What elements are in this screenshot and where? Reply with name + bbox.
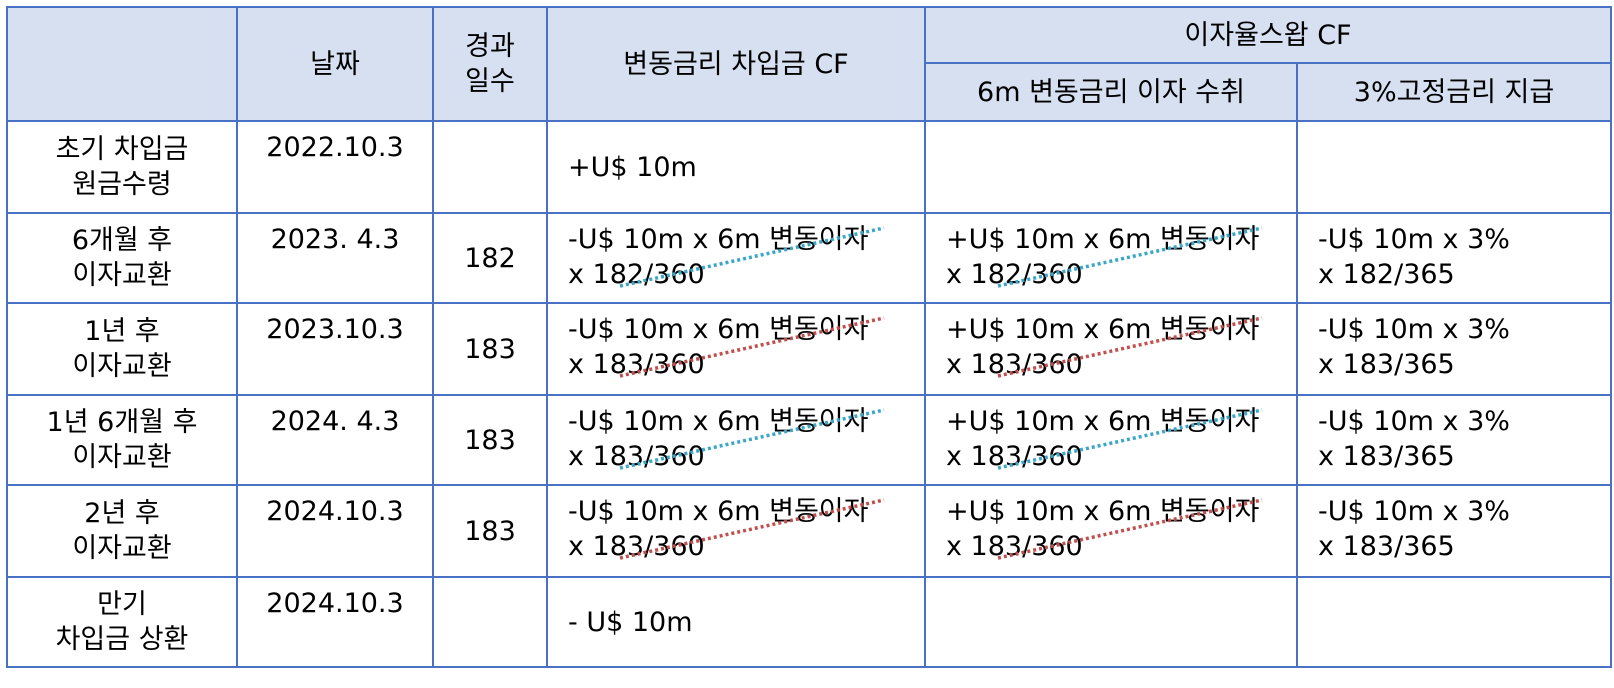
swap-receive-cell: +U$ 10m x 6m 변동이자 x 183/360: [924, 302, 1298, 396]
days-cell: 183: [432, 302, 548, 396]
row-label-line1: 2년 후: [84, 498, 160, 529]
row-label-line2: 이자교환: [72, 260, 172, 291]
swap-receive-line2: x 182/360: [946, 259, 1083, 290]
row-label-line2: 이자교환: [72, 442, 172, 473]
date-cell: 2022.10.3: [236, 120, 434, 214]
swap-pay-line1: -U$ 10m x 3%: [1318, 496, 1510, 527]
swap-receive-cell: [924, 120, 1298, 214]
swap-receive-cell: [924, 576, 1298, 668]
swap-receive-line1: +U$ 10m x 6m 변동이자: [946, 406, 1260, 437]
days-cell: 183: [432, 484, 548, 578]
swap-pay-cell: [1295, 120, 1613, 214]
row-label-line1: 1년 6개월 후: [46, 407, 198, 438]
table-row: 초기 차입금 원금수령 2022.10.3 +U$ 10m: [6, 120, 1613, 214]
swap-receive-cell: +U$ 10m x 6m 변동이자 x 183/360: [924, 394, 1298, 486]
swap-receive-line2: x 183/360: [946, 349, 1083, 380]
loan-cf-line1: -U$ 10m x 6m 변동이자: [568, 406, 869, 437]
row-label-line1: 초기 차입금: [55, 134, 189, 165]
row-label-line1: 만기: [97, 589, 147, 620]
swap-receive-line2: x 183/360: [946, 531, 1083, 562]
table-row: 6개월 후 이자교환 2023. 4.3 182 -U$ 10m x 6m 변동이자 x …: [6, 212, 1613, 304]
loan-cf-cell: -U$ 10m x 6m 변동이자 x 183/360: [546, 484, 926, 578]
header-loan-cf: 변동금리 차입금 CF: [546, 6, 926, 122]
days-cell: 182: [432, 212, 548, 304]
loan-cf-line1: -U$ 10m x 6m 변동이자: [568, 496, 869, 527]
date-cell: 2023. 4.3: [236, 212, 434, 304]
swap-receive-line1: +U$ 10m x 6m 변동이자: [946, 224, 1260, 255]
header-swap-receive: 6m 변동금리 이자 수취: [924, 62, 1298, 122]
row-label-line2: 차입금 상환: [55, 624, 189, 655]
swap-pay-line1: -U$ 10m x 3%: [1318, 406, 1510, 437]
swap-pay-cell: -U$ 10m x 3% x 182/365: [1295, 212, 1613, 304]
loan-cf-line2: x 182/360: [568, 259, 705, 290]
loan-cf-line2: x 183/360: [568, 531, 705, 562]
header-days: 경과 일수: [432, 6, 548, 122]
table-row: 만기 차입금 상환 2024.10.3- U$ 10m: [6, 576, 1613, 668]
swap-receive-line1: +U$ 10m x 6m 변동이자: [946, 496, 1260, 527]
swap-receive-line2: x 183/360: [946, 441, 1083, 472]
row-label-line2: 이자교환: [72, 351, 172, 382]
loan-cf-cell: +U$ 10m: [546, 120, 926, 214]
swap-pay-line2: x 183/365: [1318, 349, 1455, 380]
loan-cf-cell: -U$ 10m x 6m 변동이자 x 182/360: [546, 212, 926, 304]
date-cell: 2024.10.3: [236, 576, 434, 668]
header-blank: [6, 6, 238, 122]
header-date: 날짜: [236, 6, 434, 122]
table-body: 초기 차입금 원금수령 2022.10.3 +U$ 10m 6개월 후 이자교환 2023.…: [6, 120, 1613, 668]
header-swap-pay: 3%고정금리 지급: [1295, 62, 1613, 122]
swap-pay-cell: -U$ 10m x 3% x 183/365: [1295, 302, 1613, 396]
date-cell: 2023.10.3: [236, 302, 434, 396]
swap-pay-line2: x 183/365: [1318, 531, 1455, 562]
swap-pay-line1: -U$ 10m x 3%: [1318, 314, 1510, 345]
swap-pay-line1: -U$ 10m x 3%: [1318, 224, 1510, 255]
days-cell: [432, 576, 548, 668]
cashflow-table: 날짜 경과 일수 변동금리 차입금 CF 이자율스왑 CF 6m 변동금리 이자…: [6, 6, 1613, 668]
header-days-line1: 경과: [465, 31, 515, 62]
loan-cf-line2: x 183/360: [568, 349, 705, 380]
swap-pay-cell: [1295, 576, 1613, 668]
header-days-line2: 일수: [465, 66, 515, 97]
days-cell: 183: [432, 394, 548, 486]
date-cell: 2024.10.3: [236, 484, 434, 578]
swap-pay-line2: x 182/365: [1318, 259, 1455, 290]
loan-cf-cell: - U$ 10m: [546, 576, 926, 668]
date-cell: 2024. 4.3: [236, 394, 434, 486]
table-row: 1년 후 이자교환 2023.10.3 183 -U$ 10m x 6m 변동이자 x 1…: [6, 302, 1613, 396]
swap-pay-line2: x 183/365: [1318, 441, 1455, 472]
row-label-line1: 1년 후: [84, 316, 160, 347]
loan-cf-cell: -U$ 10m x 6m 변동이자 x 183/360: [546, 394, 926, 486]
loan-cf-line2: x 183/360: [568, 441, 705, 472]
row-label-line1: 6개월 후: [71, 225, 173, 256]
loan-cf-line1: +U$ 10m: [568, 151, 697, 183]
table-row: 1년 6개월 후 이자교환 2024. 4.3 183 -U$ 10m x 6m 변동이…: [6, 394, 1613, 486]
row-label-line2: 이자교환: [72, 533, 172, 564]
loan-cf-line1: -U$ 10m x 6m 변동이자: [568, 224, 869, 255]
header-swap-cf: 이자율스왑 CF: [923, 6, 1613, 64]
loan-cf-line1: -U$ 10m x 6m 변동이자: [568, 314, 869, 345]
days-cell: [432, 120, 548, 214]
swap-receive-cell: +U$ 10m x 6m 변동이자 x 183/360: [924, 484, 1298, 578]
row-label-line2: 원금수령: [72, 169, 172, 200]
swap-receive-cell: +U$ 10m x 6m 변동이자 x 182/360: [924, 212, 1298, 304]
loan-cf-cell: -U$ 10m x 6m 변동이자 x 183/360: [546, 302, 926, 396]
table-row: 2년 후 이자교환 2024.10.3 183 -U$ 10m x 6m 변동이자 x 1…: [6, 484, 1613, 578]
swap-pay-cell: -U$ 10m x 3% x 183/365: [1295, 394, 1613, 486]
swap-receive-line1: +U$ 10m x 6m 변동이자: [946, 314, 1260, 345]
loan-cf-line1: - U$ 10m: [568, 606, 693, 638]
swap-pay-cell: -U$ 10m x 3% x 183/365: [1295, 484, 1613, 578]
